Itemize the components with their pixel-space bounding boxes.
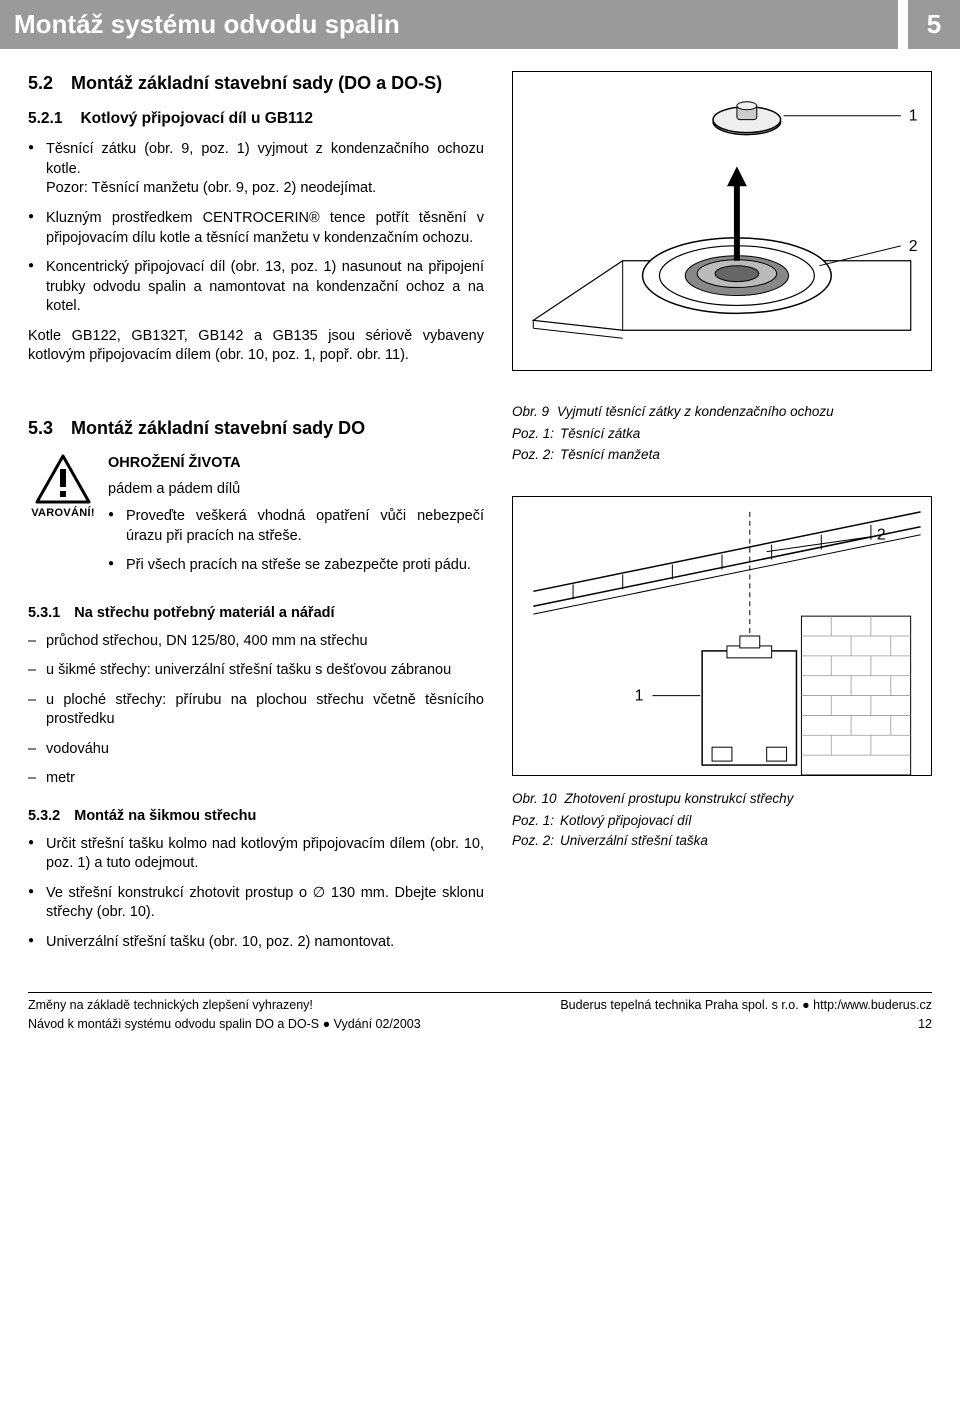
fig9-caption: Obr. 9 Vyjmutí těsnící zátky z kondenzač… [512,403,932,421]
legend-label: Poz. 1: [512,812,554,830]
footer-row-2: Návod k montáži systému odvodu spalin DO… [0,1014,960,1033]
legend-text: Těsnící zátka [560,425,640,443]
svg-text:1: 1 [635,687,644,704]
section-5-2: 5.2 Montáž základní stavební sady (DO a … [28,71,484,95]
bullet-list-521: Těsnící zátku (obr. 9, poz. 1) vyjmout z… [28,140,484,317]
text: Pozor: Těsnící manžetu (obr. 9, poz. 2) … [46,180,376,196]
fig10-legend-1: Poz. 1: Kotlový připojovací díl [512,812,932,830]
page-number: 12 [918,1016,932,1033]
list-item: Kluzným prostředkem CENTROCERIN® tence p… [28,209,484,248]
svg-text:2: 2 [877,526,886,543]
legend-text: Kotlový připojovací díl [560,812,691,830]
section-num: 5.3 [28,416,53,440]
fig-text: Zhotovení prostupu konstrukcí střechy [565,790,794,808]
subsub-title: Na střechu potřebný materiál a nářadí [74,604,334,624]
page-header: Montáž systému odvodu spalin 5 [0,0,960,49]
warning-block: VAROVÁNÍ! OHROŽENÍ ŽIVOTA pádem a pádem … [28,454,484,586]
list-item: u šikmé střechy: univerzální střešní taš… [28,661,484,681]
section-title: Montáž základní stavební sady (DO a DO-S… [71,71,442,95]
warning-title: OHROŽENÍ ŽIVOTA [108,454,484,474]
fig9-legend-1: Poz. 1: Těsnící zátka [512,425,932,443]
warning-icon: VAROVÁNÍ! [28,454,98,586]
legend-label: Poz. 2: [512,446,554,464]
callout-1: 1 [909,108,918,125]
figure-9: 1 2 [512,71,932,371]
fig-label: Obr. 9 [512,403,549,421]
section-5-3: 5.3 Montáž základní stavební sady DO [28,416,484,440]
list-item: Ve střešní konstrukcí zhotovit prostup o… [28,884,484,923]
list-item: metr [28,769,484,789]
footer-left: Změny na základě technických zlepšení vy… [28,997,313,1014]
list-item: u ploché střechy: přírubu na plochou stř… [28,691,484,730]
section-5-3-2: 5.3.2 Montáž na šikmou střechu [28,807,484,827]
fig-label: Obr. 10 [512,790,557,808]
legend-label: Poz. 1: [512,425,554,443]
list-item: Určit střešní tašku kolmo nad kotlovým p… [28,835,484,874]
section-5-3-1: 5.3.1 Na střechu potřebný materiál a nář… [28,604,484,624]
subsub-num: 5.3.2 [28,807,60,827]
list-item: Univerzální střešní tašku (obr. 10, poz.… [28,933,484,953]
warning-subtitle: pádem a pádem dílů [108,480,484,500]
footer-left2: Návod k montáži systému odvodu spalin DO… [28,1016,421,1033]
callout-2: 2 [909,238,918,255]
bullet-list-532: Určit střešní tašku kolmo nad kotlovým p… [28,835,484,953]
paragraph: Kotle GB122, GB132T, GB142 a GB135 jsou … [28,327,484,366]
section-title: Montáž základní stavební sady DO [71,416,365,440]
list-item: Při všech pracích na střeše se zabezpečt… [108,556,484,576]
list-item: průchod střechou, DN 125/80, 400 mm na s… [28,632,484,652]
fig9-legend-2: Poz. 2: Těsnící manžeta [512,446,932,464]
list-item: Proveďte veškerá vhodná opatření vůči ne… [108,507,484,546]
legend-text: Těsnící manžeta [560,446,660,464]
fig-text: Vyjmutí těsnící zátky z kondenzačního oc… [557,403,834,421]
list-item: Koncentrický připojovací díl (obr. 13, p… [28,258,484,317]
text: Těsnící zátku (obr. 9, poz. 1) vyjmout z… [46,141,484,177]
subsection-title: Kotlový připojovací díl u GB112 [80,109,313,130]
legend-label: Poz. 2: [512,832,554,850]
footer-row-1: Změny na základě technických zlepšení vy… [0,997,960,1014]
figure-10: 1 2 [512,496,932,776]
subsub-num: 5.3.1 [28,604,60,624]
legend-text: Univerzální střešní taška [560,832,708,850]
warning-label: VAROVÁNÍ! [28,506,98,521]
fig10-legend-2: Poz. 2: Univerzální střešní taška [512,832,932,850]
list-item: Těsnící zátku (obr. 9, poz. 1) vyjmout z… [28,140,484,199]
header-title: Montáž systému odvodu spalin [0,0,898,49]
section-5-2-1: 5.2.1 Kotlový připojovací díl u GB112 [28,109,484,130]
list-item: vodováhu [28,740,484,760]
footer-right: Buderus tepelná technika Praha spol. s r… [560,997,932,1014]
subsub-title: Montáž na šikmou střechu [74,807,256,827]
subsection-num: 5.2.1 [28,109,62,130]
header-chapter: 5 [908,0,960,49]
section-num: 5.2 [28,71,53,95]
fig10-caption: Obr. 10 Zhotovení prostupu konstrukcí st… [512,790,932,808]
dash-list-531: průchod střechou, DN 125/80, 400 mm na s… [28,632,484,789]
